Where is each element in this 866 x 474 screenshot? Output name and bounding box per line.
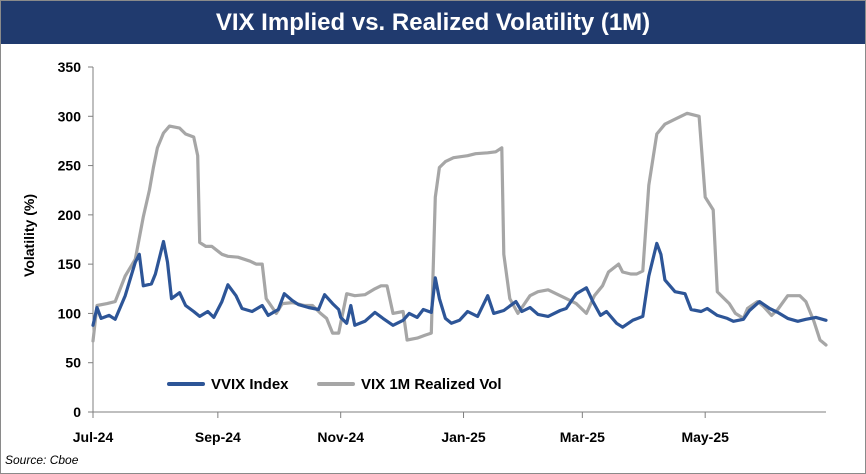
x-tick-label: Jan-25 bbox=[441, 429, 486, 445]
x-tick-label: May-25 bbox=[681, 429, 729, 445]
y-tick-label: 350 bbox=[58, 59, 82, 75]
source-note: Source: Cboe bbox=[5, 453, 79, 467]
y-tick-label: 200 bbox=[58, 207, 82, 223]
y-tick-label: 50 bbox=[65, 355, 81, 371]
y-tick-label: 150 bbox=[58, 256, 82, 272]
x-tick-label: Mar-25 bbox=[560, 429, 605, 445]
series-line-vvix-index bbox=[91, 239, 828, 329]
legend-item-vvix-index-label: VVIX Index bbox=[211, 376, 289, 393]
y-tick-label: 300 bbox=[58, 108, 82, 124]
chart-title: VIX Implied vs. Realized Volatility (1M) bbox=[1, 1, 865, 44]
series-line-vix-1m-realized-vol bbox=[91, 111, 828, 347]
y-tick-label: 0 bbox=[73, 404, 81, 420]
line-chart: 0 50 100 150 200 250 300 350 Jul-24 Sep-24 Nov-24 J… bbox=[21, 59, 828, 445]
y-axis-title: Volatility (%) bbox=[21, 194, 37, 277]
x-tick-label: Jul-24 bbox=[73, 429, 114, 445]
y-tick-label: 100 bbox=[58, 305, 82, 321]
legend-item-vix-1m-realized-vol-label: VIX 1M Realized Vol bbox=[361, 376, 502, 393]
x-tick-label: Nov-24 bbox=[317, 429, 364, 445]
x-tick-label: Sep-24 bbox=[195, 429, 241, 445]
y-tick-label: 250 bbox=[58, 158, 82, 174]
